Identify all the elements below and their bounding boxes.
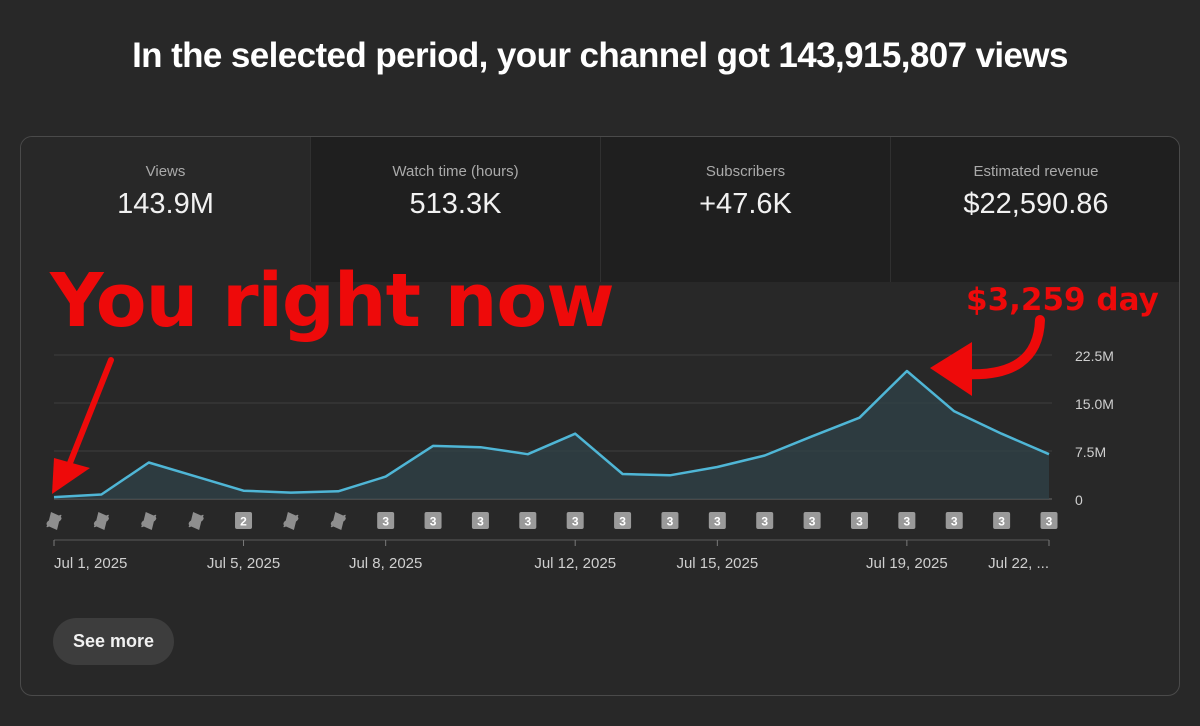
upload-count-label: 3 xyxy=(951,515,958,529)
upload-count-label: 3 xyxy=(572,515,579,529)
shorts-icon xyxy=(93,512,109,530)
left-arrow-head-icon xyxy=(52,458,90,494)
x-tick-label: Jul 15, 2025 xyxy=(676,555,758,572)
upload-count-badge xyxy=(945,512,963,529)
annotation-peak-revenue: $3,259 day xyxy=(966,282,1159,318)
upload-count-label: 2 xyxy=(240,515,247,529)
metric-tab-watch-time[interactable]: Watch time (hours) 513.3K xyxy=(311,137,601,282)
metric-tab-subscribers[interactable]: Subscribers +47.6K xyxy=(601,137,891,282)
shorts-icon xyxy=(188,512,204,530)
shorts-icon-shape xyxy=(93,512,109,530)
upload-count-badge xyxy=(661,512,679,529)
metric-tab-revenue[interactable]: Estimated revenue $22,590.86 xyxy=(891,137,1179,282)
upload-count-badge xyxy=(898,512,916,529)
right-arrow-head-icon xyxy=(930,342,972,396)
metric-value: +47.6K xyxy=(699,188,792,220)
metric-value: $22,590.86 xyxy=(963,188,1109,220)
metric-value: 143.9M xyxy=(117,188,214,220)
upload-count-badge xyxy=(519,512,537,529)
upload-count-badge xyxy=(708,512,726,529)
see-more-button[interactable]: See more xyxy=(53,618,174,665)
series-area xyxy=(54,371,1049,499)
upload-count-label: 3 xyxy=(524,515,531,529)
upload-count-badge xyxy=(850,512,868,529)
series-line xyxy=(53,369,1050,499)
upload-count-badge xyxy=(756,512,774,529)
upload-count-badge xyxy=(566,512,584,529)
shorts-icon-shape xyxy=(330,512,346,530)
upload-count-label: 3 xyxy=(761,515,768,529)
shorts-icon xyxy=(330,512,346,530)
y-tick-label: 15.0M xyxy=(1075,396,1114,412)
upload-count-badge xyxy=(377,512,395,529)
metric-tab-views[interactable]: Views 143.9M xyxy=(21,137,311,282)
x-tick-label: Jul 12, 2025 xyxy=(534,555,616,572)
metric-tabs: Views 143.9M Watch time (hours) 513.3K S… xyxy=(21,137,1179,282)
upload-count-label: 3 xyxy=(714,515,721,529)
upload-count-badge xyxy=(471,512,489,529)
upload-count-label: 3 xyxy=(667,515,674,529)
metric-label: Watch time (hours) xyxy=(392,163,519,180)
left-arrow-icon xyxy=(61,357,114,481)
x-tick-label: Jul 19, 2025 xyxy=(866,555,948,572)
analytics-card: Views 143.9M Watch time (hours) 513.3K S… xyxy=(20,136,1180,696)
upload-count-badge xyxy=(993,512,1011,529)
upload-count-label: 3 xyxy=(856,515,863,529)
upload-count-label: 3 xyxy=(382,515,389,529)
metric-value: 513.3K xyxy=(409,188,502,220)
upload-count-label: 3 xyxy=(809,515,816,529)
upload-count-label: 3 xyxy=(1046,515,1053,529)
shorts-icon xyxy=(283,512,299,530)
y-tick-label: 22.5M xyxy=(1075,348,1114,364)
upload-count-label: 3 xyxy=(477,515,484,529)
metric-label: Subscribers xyxy=(705,163,786,180)
y-tick-label: 7.5M xyxy=(1075,444,1106,460)
x-tick-label: Jul 1, 2025 xyxy=(54,555,127,572)
shorts-icon-shape xyxy=(283,512,299,530)
right-arrow-icon xyxy=(959,315,1045,380)
upload-count-label: 3 xyxy=(430,515,437,529)
upload-count-badge xyxy=(235,512,253,529)
shorts-icon-shape xyxy=(46,512,62,530)
y-tick-label: 0 xyxy=(1075,492,1083,508)
x-tick-label: Jul 22, ... xyxy=(988,555,1049,572)
upload-count-badge xyxy=(614,512,632,529)
shorts-icon-shape xyxy=(188,512,204,530)
upload-count-label: 3 xyxy=(998,515,1005,529)
upload-count-badge xyxy=(424,512,442,529)
upload-count-label: 3 xyxy=(904,515,911,529)
annotation-you-right-now: You right now xyxy=(50,258,615,344)
x-tick-label: Jul 8, 2025 xyxy=(349,555,422,572)
upload-count-label: 3 xyxy=(619,515,626,529)
upload-count-badge xyxy=(803,512,821,529)
upload-count-badge xyxy=(1040,512,1058,529)
shorts-icon-shape xyxy=(141,512,157,530)
shorts-icon xyxy=(141,512,157,530)
metric-label: Estimated revenue xyxy=(973,163,1099,180)
x-tick-label: Jul 5, 2025 xyxy=(207,555,280,572)
page-headline: In the selected period, your channel got… xyxy=(132,36,1068,75)
metric-label: Views xyxy=(145,163,186,180)
shorts-icon xyxy=(46,512,62,530)
